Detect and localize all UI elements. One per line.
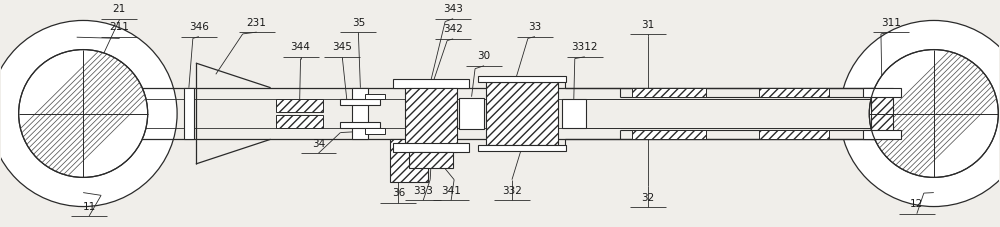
Ellipse shape: [840, 20, 1000, 207]
Bar: [632, 88, 706, 97]
Bar: [409, 152, 453, 168]
Text: 344: 344: [291, 42, 310, 52]
Ellipse shape: [0, 20, 177, 207]
Text: 3312: 3312: [572, 42, 598, 52]
Text: 35: 35: [352, 18, 365, 28]
Text: 231: 231: [247, 18, 267, 28]
Bar: [871, 88, 893, 139]
Bar: [365, 128, 385, 134]
Bar: [562, 99, 586, 128]
Bar: [393, 143, 469, 152]
Text: 34: 34: [312, 139, 325, 149]
Text: 341: 341: [441, 186, 461, 196]
Bar: [863, 130, 901, 139]
Text: 345: 345: [333, 42, 352, 52]
Ellipse shape: [19, 49, 148, 178]
Bar: [486, 82, 558, 145]
Bar: [459, 99, 484, 128]
Bar: [566, 88, 873, 139]
Ellipse shape: [869, 49, 998, 178]
Text: 346: 346: [189, 22, 209, 32]
Bar: [863, 88, 901, 97]
Text: 21: 21: [112, 4, 126, 14]
Bar: [184, 88, 194, 139]
Bar: [390, 139, 428, 182]
Bar: [405, 88, 457, 152]
Text: 332: 332: [502, 186, 522, 196]
Bar: [478, 145, 566, 151]
Bar: [759, 88, 829, 97]
Text: 311: 311: [881, 18, 901, 28]
Bar: [478, 76, 566, 82]
Text: 333: 333: [413, 186, 433, 196]
Bar: [352, 88, 368, 139]
Text: 12: 12: [910, 199, 923, 209]
Text: 33: 33: [528, 22, 542, 32]
Bar: [759, 130, 829, 139]
Text: 30: 30: [477, 51, 491, 61]
Bar: [632, 130, 706, 139]
Text: 211: 211: [109, 22, 129, 32]
Text: 343: 343: [443, 4, 463, 14]
Text: 31: 31: [641, 20, 654, 30]
Bar: [393, 79, 469, 88]
Bar: [340, 122, 380, 128]
Bar: [365, 94, 385, 99]
Text: 11: 11: [83, 202, 96, 212]
Text: 32: 32: [641, 192, 654, 202]
Bar: [276, 115, 323, 128]
Text: 342: 342: [443, 25, 463, 35]
Text: 36: 36: [392, 188, 405, 198]
Bar: [340, 99, 380, 105]
Bar: [276, 99, 323, 112]
